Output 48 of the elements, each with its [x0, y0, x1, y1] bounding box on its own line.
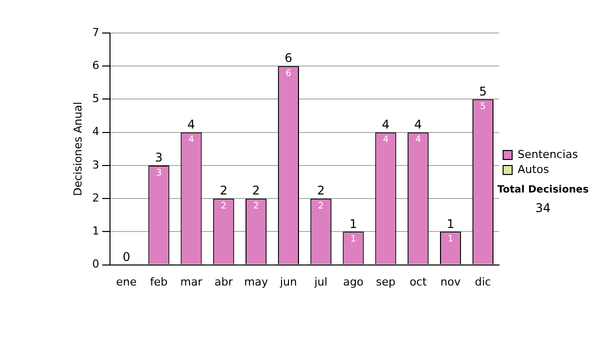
total-label: 3	[154, 150, 163, 165]
x-tick-label: feb	[150, 275, 168, 288]
text: 34	[535, 201, 551, 216]
y-tick-label: 3	[92, 158, 100, 172]
legend-label: Sentencias	[518, 148, 578, 161]
x-tick-label: nov	[440, 275, 462, 288]
y-tick-label: 4	[92, 125, 100, 138]
total-label: 5	[479, 84, 487, 98]
y-tick-label: 0	[92, 258, 100, 271]
x-tick-label: ene	[116, 275, 137, 288]
y-tick-label: 6	[92, 58, 100, 72]
legend-label: Autos	[518, 162, 550, 176]
y-tick-label: 7	[92, 26, 100, 39]
total-label: 6	[284, 51, 292, 66]
data-label: 6	[286, 68, 292, 79]
x-tick-label: ago	[343, 275, 364, 288]
data-label: 1	[350, 234, 356, 245]
total-label: 0	[122, 250, 130, 264]
x-tick-label: dic	[474, 275, 491, 288]
data-label: 2	[253, 201, 259, 212]
data-label: 4	[415, 135, 422, 146]
data-label: 5	[480, 102, 486, 112]
data-label: 3	[156, 168, 162, 178]
data-label: 2	[220, 201, 227, 212]
y-axis-title: Decisiones Anual	[71, 102, 84, 196]
x-tick-label: jul	[313, 275, 328, 288]
total-label: 4	[382, 117, 390, 132]
x-tick-label: jun	[278, 275, 297, 288]
annotation: Total Decisiones	[497, 184, 589, 196]
total-label: 4	[414, 117, 422, 132]
total-label: 2	[317, 184, 325, 198]
total-label: 4	[187, 117, 196, 132]
data-label: 4	[188, 135, 194, 146]
x-tick-label: mar	[180, 275, 203, 288]
data-label: 1	[448, 234, 454, 245]
total-label: 2	[252, 184, 260, 198]
data-label: 4	[382, 135, 389, 146]
total-label: 1	[446, 216, 454, 231]
x-tick-label: oct	[410, 275, 428, 288]
x-tick-label: sep	[376, 275, 396, 288]
total-label: 1	[349, 216, 358, 231]
y-tick-label: 2	[92, 191, 100, 204]
y-tick-label: 5	[92, 92, 100, 106]
total-label: 2	[220, 184, 228, 198]
data-label: 2	[318, 201, 324, 212]
y-tick-label: 1	[92, 224, 100, 238]
x-tick-label: may	[244, 275, 269, 288]
x-tick-label: abr	[214, 275, 234, 288]
